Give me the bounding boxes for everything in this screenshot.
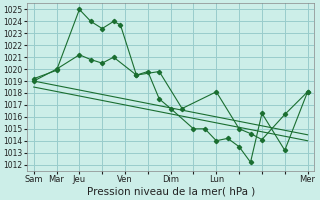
X-axis label: Pression niveau de la mer( hPa ): Pression niveau de la mer( hPa ) <box>86 187 255 197</box>
